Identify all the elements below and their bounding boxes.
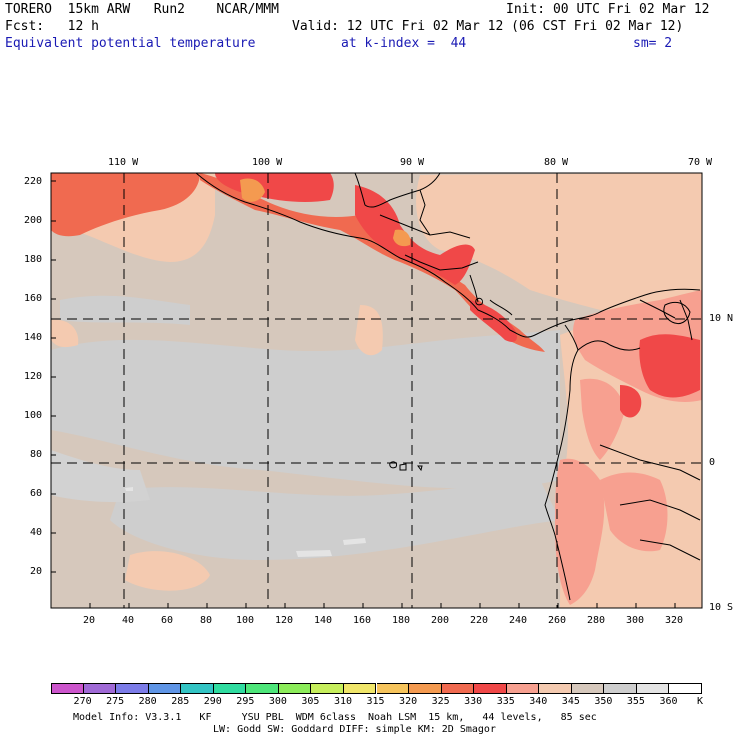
colorbar-tick-label: 275 [106,696,125,707]
x-tick-label: 280 [587,615,606,626]
coastlines [195,173,701,601]
colorbar-swatch [311,683,344,694]
y-tick-label: 80 [30,449,43,460]
axis-ticks [51,180,676,608]
x-tick-label: 320 [665,615,684,626]
colorbar-swatch [539,683,572,694]
x-tick-label: 40 [122,615,135,626]
colorbar-swatch [441,683,475,694]
y-tick-label: 200 [24,215,43,226]
k-index: at k-index = 44 [341,36,467,51]
init-time: Init: 00 UTC Fri 02 Mar 12 [506,2,710,17]
y-tick-label: 180 [24,254,43,265]
model-title: TORERO 15km ARW Run2 NCAR/MMM [5,2,279,17]
colorbar-swatch [376,683,410,694]
x-tick-label: 80 [200,615,213,626]
colorbar-swatch [409,683,442,694]
x-tick-label: 200 [431,615,450,626]
colorbar-swatch [474,683,507,694]
colorbar-swatch [669,683,702,694]
colorbar-tick-label: 270 [73,696,92,707]
colorbar-swatch [343,683,377,694]
colorbar-tick-label: 285 [171,696,190,707]
x-tick-label: 160 [353,615,372,626]
x-tick-label: 260 [548,615,567,626]
colorbar-swatch [213,683,247,694]
lon-label-70w: 70 W [688,157,713,168]
colorbar-tick-label: 315 [366,696,385,707]
colorbar-swatch [116,683,149,694]
colorbar-tick-label: 345 [561,696,580,707]
lat-label-10n: 10 N [709,313,734,324]
x-tick-label: 20 [83,615,96,626]
colorbar-tick-label: 280 [138,696,157,707]
colorbar-swatch [506,683,540,694]
colorbar-tick-label: 325 [431,696,450,707]
colorbar-swatch [181,683,214,694]
colorbar-swatch [83,683,117,694]
map-frame [50,172,703,609]
colorbar-tick-label: 310 [333,696,352,707]
y-tick-label: 100 [24,410,43,421]
valid-time: Valid: 12 UTC Fri 02 Mar 12 (06 CST Fri … [292,19,684,34]
smoothing: sm= 2 [633,36,673,51]
y-tick-label: 120 [24,371,43,382]
lat-lon-grid [51,173,702,608]
colorbar-tick-label: 340 [529,696,548,707]
lon-label-110w: 110 W [108,157,139,168]
colorbar-tick-label: 330 [464,696,483,707]
colorbar-tick-label: 350 [594,696,613,707]
model-info: Model Info: V3.3.1 KF YSU PBL WDM 6class… [73,712,597,723]
colorbar-swatch [246,683,279,694]
lat-label-0: 0 [709,457,716,468]
x-tick-label: 180 [392,615,411,626]
lon-label-80w: 80 W [544,157,569,168]
colorbar-tick-label: 360 [659,696,678,707]
x-tick-label: 220 [470,615,489,626]
x-tick-label: 140 [314,615,333,626]
lon-label-100w: 100 W [252,157,283,168]
x-tick-label: 120 [275,615,294,626]
y-tick-label: 40 [30,527,43,538]
colorbar-swatch [604,683,637,694]
colorbar-tick-label: 320 [399,696,418,707]
colorbar-swatch [636,683,670,694]
colorbar-tick-label: 290 [203,696,222,707]
x-tick-label: 240 [509,615,528,626]
temperature-field [51,173,702,608]
colorbar-tick-label: 300 [268,696,287,707]
y-tick-label: 60 [30,488,43,499]
x-tick-label: 300 [626,615,645,626]
x-tick-label: 100 [236,615,255,626]
colorbar-swatch [571,683,605,694]
forecast-hour: Fcst: 12 h [5,19,99,34]
field-name: Equivalent potential temperature [5,36,256,51]
y-tick-label: 160 [24,293,43,304]
lon-label-90w: 90 W [400,157,425,168]
y-tick-label: 140 [24,332,43,343]
x-tick-label: 60 [161,615,174,626]
lat-label-10s: 10 S [709,602,734,613]
physics-info: LW: Godd SW: Goddard DIFF: simple KM: 2D… [213,724,496,735]
y-tick-label: 220 [24,176,43,187]
colorbar-unit: K [697,696,704,707]
colorbar-swatch [51,683,84,694]
colorbar-tick-label: 305 [301,696,320,707]
colorbar-swatch [148,683,182,694]
colorbar-swatch [278,683,312,694]
colorbar-tick-label: 295 [236,696,255,707]
colorbar-tick-label: 355 [626,696,645,707]
y-tick-label: 20 [30,566,43,577]
colorbar-tick-label: 335 [496,696,515,707]
